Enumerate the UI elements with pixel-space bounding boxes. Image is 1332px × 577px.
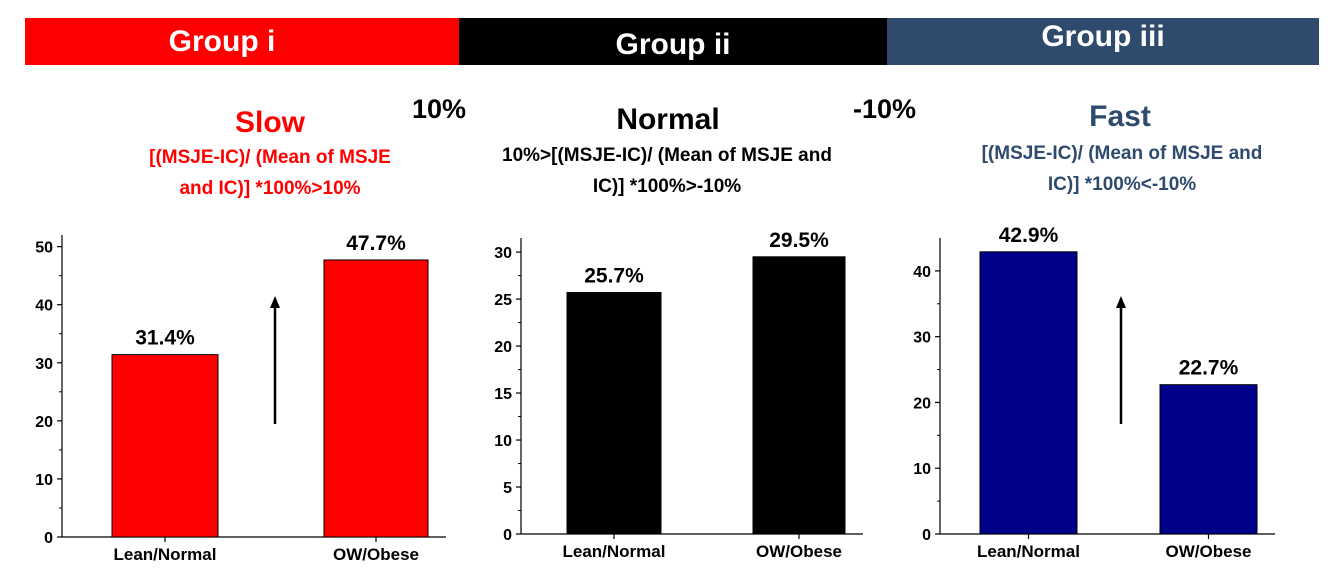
y-tick-label: 30 <box>35 356 53 373</box>
data-label: 42.9% <box>999 224 1059 247</box>
data-label: 47.7% <box>346 232 406 255</box>
y-tick-label: 25 <box>494 292 512 309</box>
y-tick-label: 30 <box>913 330 931 347</box>
bar <box>566 292 662 535</box>
threshold-upper: 10% <box>412 94 467 124</box>
y-tick-label: 0 <box>503 527 512 544</box>
threshold-lower: -10% <box>853 94 917 124</box>
bar <box>752 256 846 535</box>
group-ii-label: Group ii <box>615 27 731 61</box>
y-tick-label: 0 <box>44 530 53 547</box>
data-label: 29.5% <box>769 229 829 252</box>
group-ii-banner: Group ii <box>459 18 887 65</box>
group-iii-label: Group iii <box>1041 19 1165 53</box>
y-tick-label: 15 <box>494 386 512 403</box>
category-label: Lean/Normal <box>563 542 666 561</box>
category-label: OW/Obese <box>756 542 842 561</box>
panel-title-normal: Normal <box>616 103 720 136</box>
panel-description-slow: [(MSJE-IC)/ (Mean of MSJE and IC)] *100%… <box>149 147 391 199</box>
y-tick-label: 40 <box>913 264 931 281</box>
category-label: OW/Obese <box>1166 542 1252 561</box>
group-i-banner: Group i <box>25 18 459 65</box>
panel-title-slow: Slow <box>234 106 305 139</box>
y-tick-label: 0 <box>922 527 931 544</box>
y-tick-label: 10 <box>494 433 512 450</box>
panel-description-fast: [(MSJE-IC)/ (Mean of MSJE and IC)] *100%… <box>981 143 1263 195</box>
panel-description-normal: 10%>[(MSJE-IC)/ (Mean of MSJE and IC)] *… <box>502 145 832 197</box>
panel-title-fast: Fast <box>1089 100 1151 133</box>
up-arrow-icon <box>270 296 280 308</box>
y-tick-label: 10 <box>35 472 53 489</box>
up-arrow-icon <box>1116 296 1126 308</box>
bar <box>1159 384 1258 535</box>
y-tick-label: 50 <box>35 240 53 257</box>
y-tick-label: 30 <box>494 245 512 262</box>
bar <box>111 354 219 538</box>
category-label: Lean/Normal <box>114 545 217 564</box>
y-tick-label: 20 <box>35 414 53 431</box>
category-label: OW/Obese <box>333 545 419 564</box>
y-tick-label: 40 <box>35 298 53 315</box>
category-label: Lean/Normal <box>977 542 1080 561</box>
y-tick-label: 20 <box>494 339 512 356</box>
bar <box>323 259 429 538</box>
data-label: 25.7% <box>584 265 644 288</box>
y-tick-label: 10 <box>913 461 931 478</box>
data-label: 22.7% <box>1179 357 1239 380</box>
group-iii-banner: Group iii <box>887 18 1319 65</box>
group-i-label: Group i <box>168 24 276 58</box>
data-label: 31.4% <box>135 327 195 350</box>
y-tick-label: 20 <box>913 395 931 412</box>
bar <box>979 251 1078 535</box>
y-tick-label: 5 <box>503 480 512 497</box>
